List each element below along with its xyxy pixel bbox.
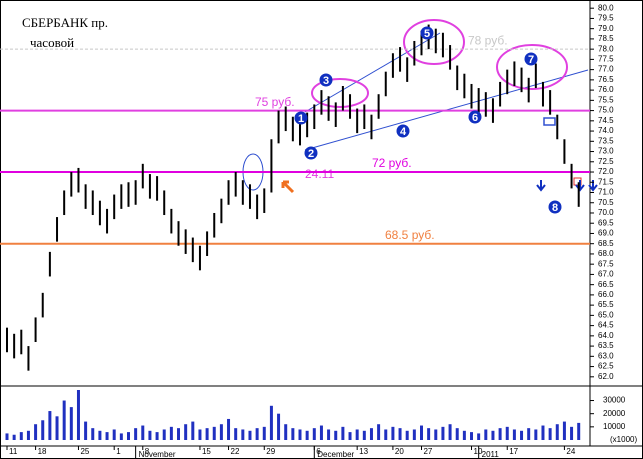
y-tick-label: 69.0 [598,229,614,238]
y-tick-label: 30000 [603,396,626,405]
ellipse [403,19,465,65]
x-tick-label: 13 [359,447,368,456]
point-label: 8 [552,202,558,214]
box [543,117,556,126]
month-label: 2011 [482,450,500,459]
y-tick-label: 79.0 [598,24,614,33]
y-tick-label: 66.0 [598,290,614,299]
y-tick-label: 75.5 [598,95,614,104]
point-marker [294,111,308,125]
y-tick-label: 63.0 [598,351,614,360]
y-tick-label: 80.0 [598,3,614,12]
y-tick-label: 75.0 [598,106,614,115]
point-marker [304,146,318,160]
point-marker [548,200,562,214]
y-tick-label: 77.5 [598,54,614,63]
x-tick-label: 22 [231,447,240,456]
ellipse [496,44,568,90]
x-tick-label: 27 [423,447,432,456]
y-tick-label: 77.0 [598,65,614,74]
y-tick-label: 76.5 [598,75,614,84]
y-tick-label: 63.5 [598,341,614,350]
y-tick-label: 65.0 [598,310,614,319]
ellipse [311,78,369,108]
level-label: 72 руб. [372,156,412,170]
y-tick-label: 74.5 [598,116,614,125]
x-tick-label: 8 [145,447,150,456]
x-tick-label: 6 [316,447,321,456]
y-tick-label: 67.0 [598,270,614,279]
x-tick-label: 15 [202,447,211,456]
point-marker [524,52,538,66]
y-tick-label: 73.0 [598,147,614,156]
month-label: November [139,450,176,459]
y-tick-label: 20000 [603,409,626,418]
level-label: 75 руб. [255,95,295,109]
y-tick-label: 65.5 [598,300,614,309]
arrow [281,180,295,194]
point-label: 3 [323,75,329,87]
point-marker [468,110,482,124]
x-tick-label: 20 [395,447,404,456]
y-tick-label: 74.0 [598,126,614,135]
level-label: 78 руб. [468,33,508,47]
y-tick-label: 71.0 [598,188,614,197]
chart-subtitle: часовой [30,35,74,50]
y-tick-label: 64.0 [598,331,614,340]
y-tick-label: 67.5 [598,259,614,268]
point-label: 5 [424,28,430,40]
point-label: 7 [528,54,534,66]
y-tick-label: 68.0 [598,249,614,258]
point-marker [319,73,333,87]
down-arrows [536,180,598,192]
y-tick-label: 70.0 [598,208,614,217]
x-tick-label: 17 [509,447,518,456]
y-tick-label: 70.5 [598,198,614,207]
y-tick-label: 64.5 [598,321,614,330]
axis-unit: (x1000) [610,435,637,444]
y-tick-label: 72.5 [598,157,614,166]
y-tick-label: 66.5 [598,280,614,289]
y-tick-label: 73.5 [598,136,614,145]
x-tick-label: 29 [266,447,275,456]
chart-title: СБЕРБАНК пр. [22,15,108,30]
point-marker [396,124,410,138]
y-tick-label: 78.0 [598,44,614,53]
y-tick-label: 76.0 [598,85,614,94]
y-tick-label: 10000 [603,422,626,431]
level-label: 68.5 руб. [385,228,435,242]
x-tick-label: 18 [38,447,47,456]
y-tick-label: 62.0 [598,372,614,381]
point-label: 2 [308,148,314,160]
y-tick-label: 68.5 [598,239,614,248]
point-label: 6 [472,112,478,124]
month-label: December [317,450,354,459]
y-tick-label: 71.5 [598,177,614,186]
x-tick-label: 24 [566,447,575,456]
channel-line [304,32,441,113]
annotation-date: 24.11 [305,167,334,181]
y-tick-label: 79.5 [598,14,614,23]
y-tick-label: 72.0 [598,167,614,176]
point-marker [420,26,434,40]
x-tick-label: 1 [116,447,121,456]
x-tick-label: 11 [9,447,18,456]
y-tick-label: 78.5 [598,34,614,43]
y-tick-label: 69.5 [598,218,614,227]
x-tick-label: 25 [80,447,89,456]
y-tick-label: 62.5 [598,362,614,371]
point-label: 1 [298,113,304,125]
point-label: 4 [400,126,407,138]
